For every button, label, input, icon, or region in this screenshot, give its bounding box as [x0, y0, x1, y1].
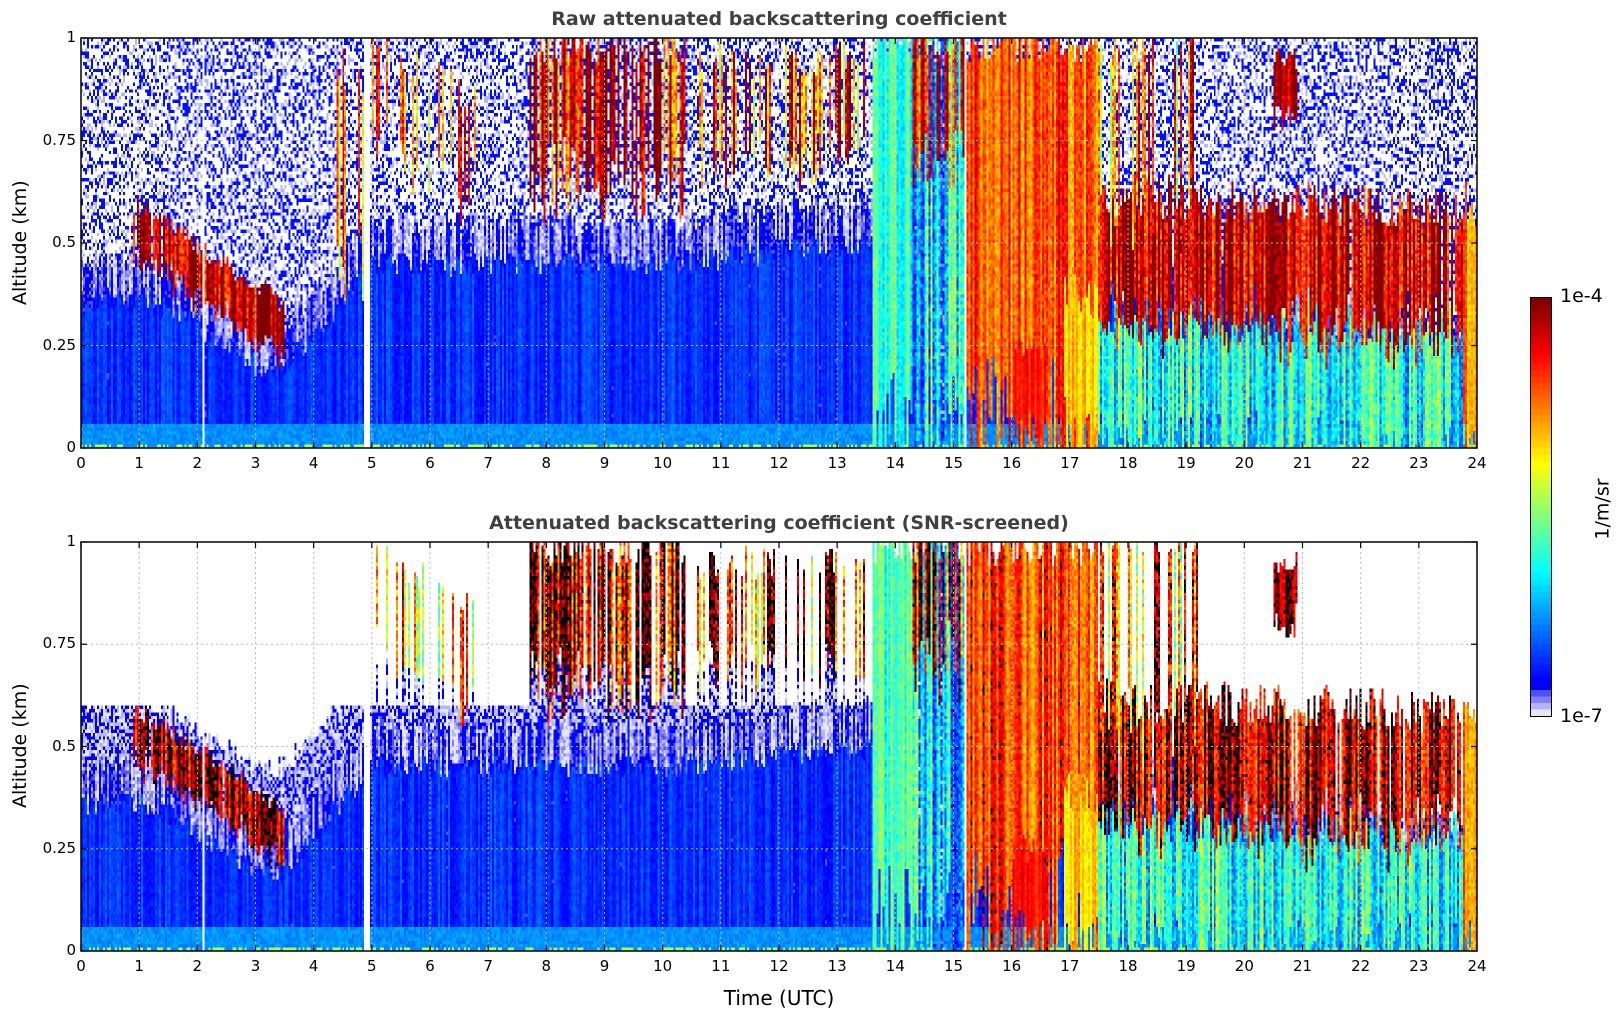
bottom-chart-title: Attenuated backscattering coefficient (S… [489, 512, 1069, 534]
screened-backscatter-plot [80, 541, 1478, 952]
x-tick-label: 3 [250, 957, 261, 975]
x-tick-label: 8 [541, 454, 552, 472]
x-tick-label: 5 [367, 957, 377, 975]
x-tick-label: 13 [827, 454, 847, 472]
colorbar-max-label: 1e-4 [1560, 285, 1603, 307]
y-tick-label: 0 [66, 438, 76, 456]
x-tick-label: 1 [134, 957, 144, 975]
x-tick-label: 7 [483, 957, 493, 975]
x-tick-label: 10 [653, 957, 673, 975]
colorbar [1530, 297, 1552, 717]
x-tick-label: 12 [769, 957, 789, 975]
x-tick-label: 6 [425, 454, 435, 472]
x-tick-label: 1 [134, 454, 144, 472]
x-tick-label: 17 [1060, 957, 1080, 975]
y-tick-label: 1 [66, 532, 76, 550]
x-tick-label: 18 [1118, 957, 1138, 975]
y-tick-label: 0.25 [42, 838, 76, 857]
colorbar-min-label: 1e-7 [1560, 705, 1603, 727]
x-tick-label: 22 [1351, 957, 1371, 975]
x-tick-label: 14 [885, 454, 905, 472]
bottom-y-axis-label: Altitude (km) [9, 683, 31, 808]
y-tick-label: 1 [66, 28, 76, 46]
colorbar-unit-label: 1/m/sr [1591, 478, 1614, 540]
x-tick-label: 11 [711, 454, 731, 472]
x-tick-label: 13 [827, 957, 847, 975]
x-tick-label: 15 [943, 957, 964, 975]
x-tick-label: 24 [1467, 957, 1487, 975]
x-tick-label: 10 [653, 454, 673, 472]
x-tick-label: 11 [711, 957, 731, 975]
y-tick-label: 0.75 [42, 130, 76, 149]
x-tick-label: 15 [943, 454, 964, 472]
top-chart-title: Raw attenuated backscattering coefficien… [551, 8, 1007, 30]
x-tick-label: 4 [308, 957, 319, 975]
x-tick-label: 2 [192, 957, 203, 975]
x-tick-label: 16 [1002, 454, 1022, 472]
x-tick-label: 8 [541, 957, 552, 975]
x-tick-label: 22 [1351, 454, 1371, 472]
x-tick-label: 17 [1060, 454, 1080, 472]
x-tick-label: 5 [367, 454, 377, 472]
top-y-axis-label: Altitude (km) [9, 180, 31, 305]
x-tick-label: 19 [1176, 957, 1196, 975]
y-tick-label: 0.5 [52, 736, 76, 755]
x-axis-label: Time (UTC) [723, 986, 835, 1010]
y-tick-label: 0.25 [42, 335, 76, 354]
raw-axes [80, 37, 1478, 449]
plot-frame [80, 541, 1478, 952]
y-tick-label: 0 [66, 941, 76, 959]
x-tick-label: 3 [250, 454, 261, 472]
x-tick-label: 9 [599, 957, 610, 975]
x-tick-label: 7 [483, 454, 493, 472]
raw-backscatter-plot [80, 37, 1478, 449]
x-tick-label: 16 [1002, 957, 1022, 975]
x-tick-label: 0 [76, 957, 86, 975]
x-tick-label: 6 [425, 957, 435, 975]
x-tick-label: 18 [1118, 454, 1138, 472]
x-tick-label: 12 [769, 454, 789, 472]
x-tick-label: 20 [1234, 957, 1254, 975]
x-tick-label: 21 [1292, 957, 1313, 975]
x-tick-label: 20 [1234, 454, 1254, 472]
x-tick-label: 14 [885, 957, 905, 975]
x-tick-label: 23 [1409, 957, 1429, 975]
x-tick-label: 21 [1292, 454, 1313, 472]
x-tick-label: 24 [1467, 454, 1487, 472]
x-tick-label: 4 [308, 454, 319, 472]
plot-frame [80, 37, 1478, 449]
screened-axes [80, 541, 1478, 952]
x-tick-label: 9 [599, 454, 610, 472]
y-tick-label: 0.75 [42, 634, 76, 653]
x-tick-label: 2 [192, 454, 203, 472]
x-tick-label: 19 [1176, 454, 1196, 472]
x-tick-label: 0 [76, 454, 86, 472]
x-tick-label: 23 [1409, 454, 1429, 472]
y-tick-label: 0.5 [52, 233, 76, 251]
